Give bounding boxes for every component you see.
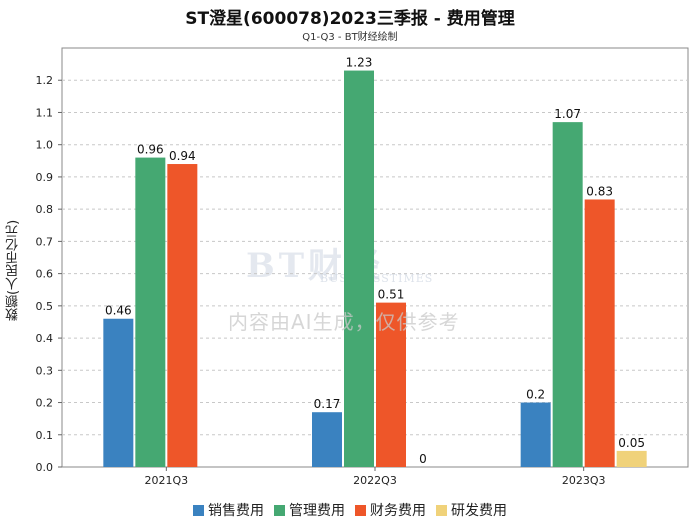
bar: [616, 450, 647, 467]
legend-label: 研发费用: [451, 503, 507, 519]
bar: [135, 157, 166, 468]
legend-item: 研发费用: [436, 500, 507, 520]
data-label: 0.83: [586, 184, 613, 198]
bar: [552, 122, 583, 467]
data-label: 0.51: [378, 288, 405, 302]
legend-swatch: [274, 505, 285, 516]
bar: [520, 402, 551, 467]
x-tick-label: 2023Q3: [562, 474, 606, 487]
data-label: 0.05: [618, 436, 645, 450]
chart-title: ST澄星(600078)2023三季报 - 费用管理: [185, 9, 515, 29]
data-label: 0: [419, 452, 427, 466]
legend-swatch: [355, 505, 366, 516]
y-tick-label: 0.0: [36, 461, 54, 474]
legend-label: 销售费用: [208, 503, 264, 519]
y-tick-label: 1.2: [36, 74, 54, 87]
data-label: 0.46: [105, 304, 132, 318]
data-label: 0.94: [169, 149, 196, 163]
data-label: 0.2: [526, 388, 545, 402]
data-label: 0.17: [314, 397, 341, 411]
legend-swatch: [436, 505, 447, 516]
data-label: 1.07: [554, 107, 581, 121]
legend-swatch: [193, 505, 204, 516]
y-tick-label: 1.1: [36, 106, 54, 119]
y-tick-label: 0.8: [36, 203, 54, 216]
bar: [376, 302, 406, 467]
legend-item: 管理费用: [274, 500, 345, 520]
y-tick-label: 0.7: [36, 235, 54, 248]
y-tick-label: 0.5: [36, 300, 54, 313]
y-tick-label: 1.0: [36, 139, 54, 152]
y-tick-label: 0.1: [36, 429, 54, 442]
y-tick-label: 0.9: [36, 171, 54, 184]
legend-label: 管理费用: [289, 503, 345, 519]
bar: [344, 70, 374, 468]
y-tick-label: 0.2: [36, 397, 54, 410]
y-tick-label: 0.6: [36, 268, 54, 281]
bar: [312, 412, 342, 467]
x-tick-label: 2021Q3: [145, 474, 189, 487]
y-tick-label: 0.4: [36, 332, 54, 345]
data-label: 1.23: [346, 56, 373, 70]
bar: [103, 318, 134, 467]
bar: [167, 164, 198, 467]
chart-subtitle: Q1-Q3 - BT财经绘制: [302, 32, 398, 43]
legend-item: 财务费用: [355, 500, 426, 520]
legend-label: 财务费用: [370, 503, 426, 519]
chart-legend: 销售费用 管理费用 财务费用 研发费用: [0, 500, 700, 520]
legend-item: 销售费用: [193, 500, 264, 520]
watermark-notice: 内容由AI生成，仅供参考: [228, 310, 460, 334]
bar: [584, 199, 615, 467]
x-tick-label: 2022Q3: [353, 474, 397, 487]
y-tick-label: 0.3: [36, 364, 54, 377]
data-label: 0.96: [137, 143, 164, 157]
